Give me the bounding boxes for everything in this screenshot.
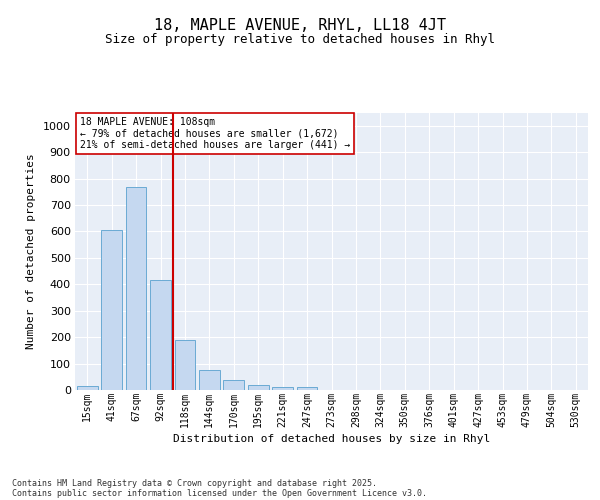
Text: Contains public sector information licensed under the Open Government Licence v3: Contains public sector information licen… bbox=[12, 488, 427, 498]
Bar bbox=[248, 385, 269, 390]
Text: Contains HM Land Registry data © Crown copyright and database right 2025.: Contains HM Land Registry data © Crown c… bbox=[12, 478, 377, 488]
Bar bbox=[296, 387, 317, 390]
Text: Size of property relative to detached houses in Rhyl: Size of property relative to detached ho… bbox=[105, 32, 495, 46]
Bar bbox=[77, 386, 98, 390]
Bar bbox=[199, 370, 220, 390]
X-axis label: Distribution of detached houses by size in Rhyl: Distribution of detached houses by size … bbox=[173, 434, 490, 444]
Bar bbox=[101, 230, 122, 390]
Bar bbox=[125, 186, 146, 390]
Bar bbox=[150, 280, 171, 390]
Bar bbox=[272, 387, 293, 390]
Bar bbox=[223, 380, 244, 390]
Text: 18, MAPLE AVENUE, RHYL, LL18 4JT: 18, MAPLE AVENUE, RHYL, LL18 4JT bbox=[154, 18, 446, 32]
Bar bbox=[175, 340, 196, 390]
Y-axis label: Number of detached properties: Number of detached properties bbox=[26, 154, 36, 349]
Text: 18 MAPLE AVENUE: 108sqm
← 79% of detached houses are smaller (1,672)
21% of semi: 18 MAPLE AVENUE: 108sqm ← 79% of detache… bbox=[80, 116, 350, 150]
